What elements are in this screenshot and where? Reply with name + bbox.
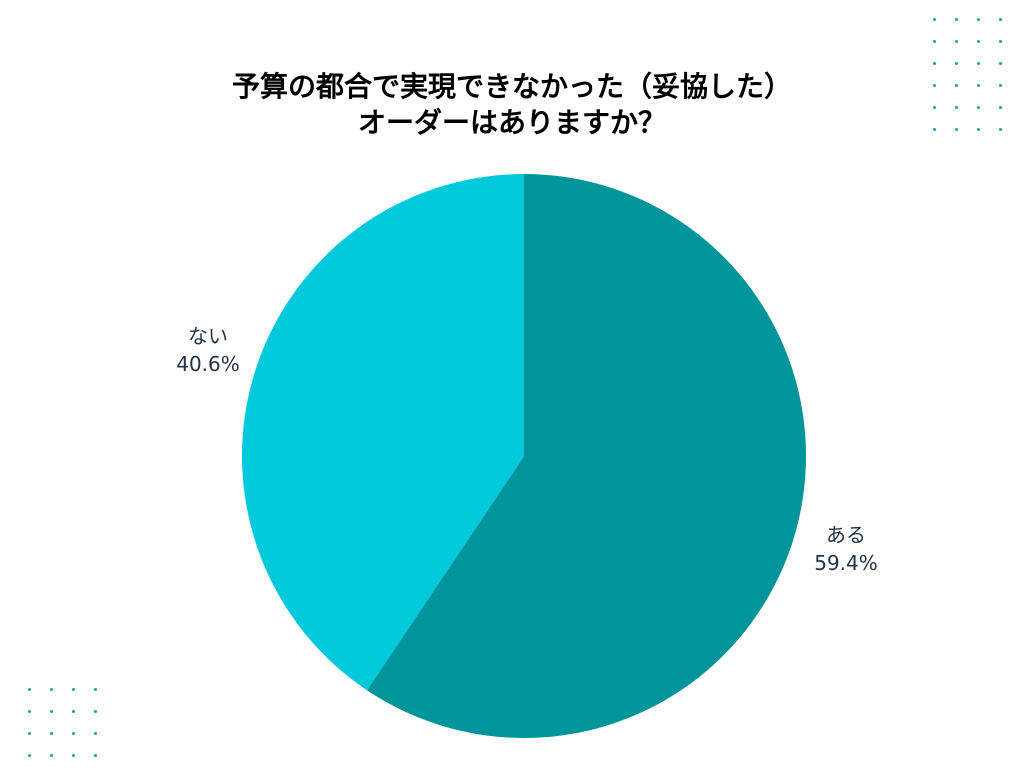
decorative-dot [28,688,31,691]
chart-title-line-2: オーダーはありますか？ [357,106,666,139]
decorative-dot [955,18,958,21]
pie-slice-aru [366,174,806,739]
decorative-dot [933,40,936,43]
decorative-dot [999,84,1002,87]
decorative-dot [955,106,958,109]
decorative-dot [999,62,1002,65]
decorative-dot [933,84,936,87]
slice-label-nai: ない 40.6% [158,322,258,378]
decorative-dot [955,128,958,131]
decorative-dot [94,688,97,691]
decorative-dot [955,40,958,43]
decorative-dot [999,128,1002,131]
decorative-dot [933,128,936,131]
decorative-dot [999,40,1002,43]
decorative-dot [977,18,980,21]
decorative-dot [977,106,980,109]
pie-slice-nai [242,174,524,691]
decorative-dot [72,732,75,735]
decorative-dot [72,754,75,757]
decorative-dot [933,106,936,109]
decorative-dot [999,106,1002,109]
decorative-dot [28,732,31,735]
decorative-dot-grid-top-right [933,18,1013,138]
decorative-dot [955,84,958,87]
chart-title-line-1: 予算の都合で実現できなかった（妥協した） [231,70,792,103]
decorative-dot [28,754,31,757]
decorative-dot [28,710,31,713]
slice-label-nai-name: ない [188,324,228,348]
slice-label-nai-value: 40.6% [176,352,240,376]
decorative-dot [933,62,936,65]
decorative-dot [977,128,980,131]
decorative-dot [72,710,75,713]
decorative-dot [50,754,53,757]
decorative-dot-grid-bottom-left [28,688,108,768]
decorative-dot [50,688,53,691]
slice-label-aru: ある 59.4% [796,521,896,577]
decorative-dot [50,732,53,735]
decorative-dot [72,688,75,691]
decorative-dot [977,62,980,65]
slice-label-aru-value: 59.4% [814,551,878,575]
decorative-dot [933,18,936,21]
decorative-dot [955,62,958,65]
decorative-dot [94,732,97,735]
decorative-dot [977,40,980,43]
decorative-dot [977,84,980,87]
slice-label-aru-name: ある [826,523,866,547]
decorative-dot [999,18,1002,21]
decorative-dot [94,754,97,757]
decorative-dot [50,710,53,713]
decorative-dot [94,710,97,713]
